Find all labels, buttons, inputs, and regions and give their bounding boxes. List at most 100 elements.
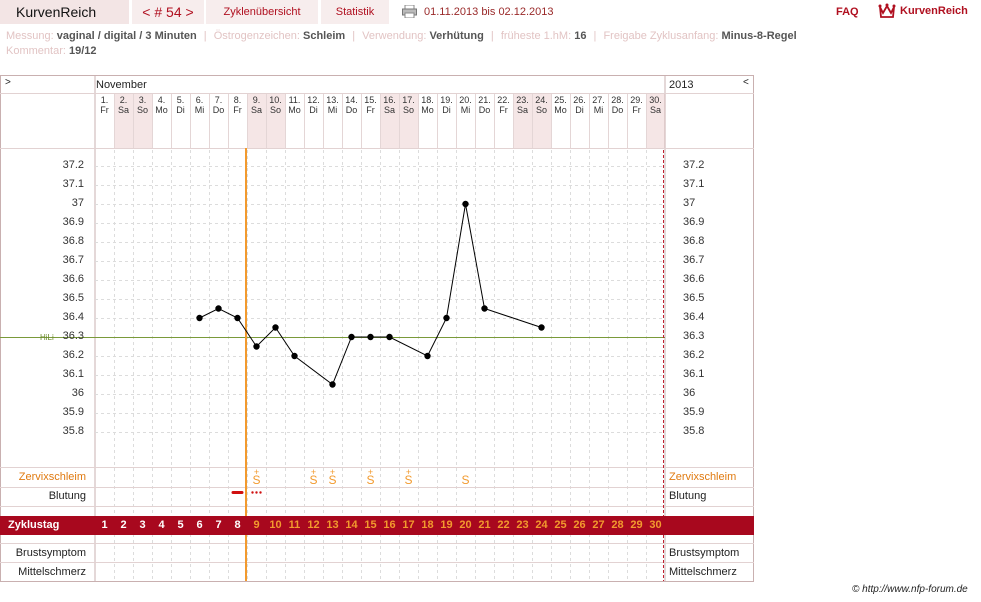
y-tick-label-right: 37.2 — [683, 159, 705, 171]
temperature-point — [234, 314, 241, 322]
temperature-point — [253, 343, 260, 350]
top-bar: KurvenReich < # 54 > Zyklenübersicht Sta… — [0, 0, 981, 24]
chart-frame — [0, 75, 754, 582]
y-tick-label: 37.1 — [62, 178, 84, 190]
cycle-day-number: 3 — [139, 519, 146, 531]
day-header: 1. Fr — [95, 95, 114, 115]
cycle-day-number: 7 — [215, 519, 222, 531]
cycle-day-number: 29 — [630, 519, 643, 531]
weekend-shade — [114, 94, 133, 148]
day-header: 30. Sa — [646, 95, 665, 115]
nav-right-arrow[interactable]: < — [743, 77, 749, 88]
day-header: 21. Do — [475, 95, 494, 115]
tab-statistics[interactable]: Statistik — [321, 0, 390, 24]
estrogen-sign-key: Östrogenzeichen: — [213, 30, 300, 42]
cycle-day-number: 6 — [196, 519, 203, 531]
coverline-label: HiLi — [40, 333, 54, 342]
y-tick-label-right: 36.2 — [683, 349, 705, 361]
temperature-point — [329, 381, 336, 388]
logo[interactable]: KurvenReich — [878, 2, 968, 22]
printer-icon[interactable] — [402, 5, 417, 18]
y-tick-label: 36.2 — [62, 349, 84, 361]
day-header: 11. Mo — [285, 95, 304, 115]
y-tick-label: 36.9 — [62, 216, 84, 228]
day-number: 12. — [307, 95, 320, 105]
weekday: So — [136, 105, 148, 115]
weekend-shade — [646, 94, 665, 148]
temperature-point — [215, 305, 222, 312]
day-number: 6. — [195, 95, 204, 105]
temperature-point — [462, 200, 469, 208]
temperature-point — [367, 333, 374, 341]
y-tick-label: 36.1 — [62, 368, 84, 380]
nav-left-arrow[interactable]: > — [5, 77, 11, 88]
day-header: 27. Mi — [589, 95, 608, 115]
cervix-mark: S — [328, 473, 336, 487]
day-number: 29. — [630, 95, 643, 105]
cycle-day-number: 13 — [326, 519, 339, 531]
release-key: Freigabe Zyklusanfang: — [603, 30, 719, 42]
weekday: Mi — [460, 105, 471, 115]
day-header: 14. Do — [342, 95, 361, 115]
day-number: 1. — [100, 95, 109, 105]
day-number: 26. — [573, 95, 586, 105]
cycle-day-number: 9 — [253, 519, 260, 531]
y-tick-label-right: 36.9 — [683, 216, 705, 228]
day-number: 9. — [252, 95, 261, 105]
y-tick-label-right: 37.1 — [683, 178, 705, 190]
cycle-day-number: 18 — [421, 519, 434, 531]
day-number: 30. — [649, 95, 662, 105]
temperature-point — [348, 333, 355, 341]
row-label-cervix: Zervixschleim — [18, 471, 86, 483]
day-header: 28. Do — [608, 95, 627, 115]
day-number: 14. — [345, 95, 358, 105]
cycle-day-number: 8 — [234, 519, 241, 531]
weekday: Sa — [250, 105, 262, 115]
day-header: 22. Fr — [494, 95, 513, 115]
cycle-day-number: 12 — [307, 519, 320, 531]
weekday: Mi — [194, 105, 205, 115]
cycle-day-number: 25 — [554, 519, 567, 531]
weekday: Di — [442, 105, 451, 115]
weekday: Do — [611, 105, 624, 115]
cycle-day-label: Zyklustag — [8, 519, 60, 531]
day-header: 24. So — [532, 95, 551, 115]
day-number: 5. — [176, 95, 185, 105]
cycle-day-number: 27 — [592, 519, 605, 531]
cycle-navigator[interactable]: < # 54 > — [132, 0, 205, 24]
y-tick-label-right: 37 — [683, 197, 696, 209]
tab-cycle-overview[interactable]: Zyklenübersicht — [206, 0, 319, 24]
weekday: Fr — [366, 105, 375, 115]
day-number: 8. — [233, 95, 242, 105]
weekday: Do — [345, 105, 358, 115]
cycle-day-number: 28 — [611, 519, 624, 531]
row-label-midpain-right: Mittelschmerz — [669, 566, 737, 578]
y-tick-label: 36.7 — [62, 254, 84, 266]
day-number: 27. — [592, 95, 605, 105]
usage-key: Verwendung: — [362, 30, 427, 42]
faq-link[interactable]: FAQ — [836, 6, 859, 18]
cycle-day-number: 10 — [269, 519, 282, 531]
weekday: Fr — [233, 105, 242, 115]
logo-text: KurvenReich — [900, 5, 968, 17]
temperature-point — [272, 324, 279, 331]
weekday: Fr — [499, 105, 508, 115]
info-row-1: Messung: vaginal / digital / 3 Minuten |… — [6, 30, 797, 42]
day-number: 10. — [269, 95, 282, 105]
cycle-day-number: 1 — [101, 519, 108, 531]
date-from: 01.11.2013 — [424, 6, 479, 18]
y-tick-label-right: 36.5 — [683, 292, 705, 304]
cycle-day-number: 5 — [177, 519, 184, 531]
cycle-day-number: 11 — [288, 519, 301, 531]
temperature-point — [481, 305, 488, 312]
day-number: 13. — [326, 95, 339, 105]
row-label-breast-right: Brustsymptom — [669, 547, 740, 559]
weekday: Mo — [288, 105, 301, 115]
crown-logo-icon — [878, 3, 896, 18]
cervix-mark: S — [252, 473, 260, 487]
day-number: 16. — [383, 95, 396, 105]
day-header: 5. Di — [171, 95, 190, 115]
day-number: 20. — [459, 95, 472, 105]
day-number: 7. — [214, 95, 223, 105]
